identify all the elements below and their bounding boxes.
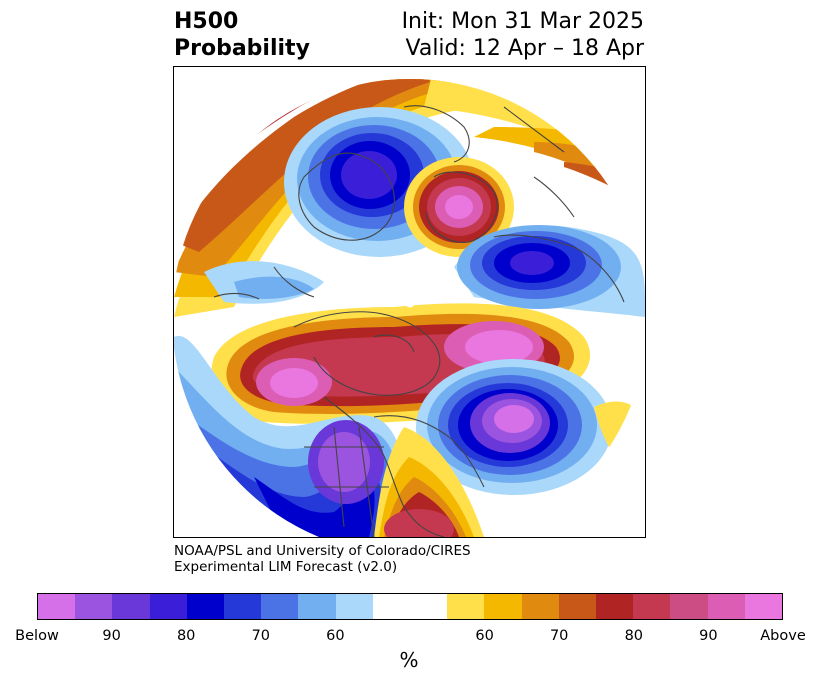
- colorbar-label: %: [399, 648, 419, 672]
- colorbar-cell: [484, 594, 522, 619]
- colorbar-tick-label: 80: [176, 628, 196, 644]
- colorbar-cell: [633, 594, 671, 619]
- colorbar-cell: [112, 594, 150, 619]
- init-date: Init: Mon 31 Mar 2025: [401, 9, 644, 34]
- colorbar-cell: [224, 594, 262, 619]
- forecast-dates: Init: Mon 31 Mar 2025 Valid: 12 Apr – 18…: [402, 8, 644, 62]
- colorbar-cell: [186, 594, 225, 619]
- valid-range: Valid: 12 Apr – 18 Apr: [405, 36, 645, 61]
- colorbar: [37, 593, 783, 620]
- colorbar-cell: [149, 594, 187, 619]
- colorbar-tick-label: 70: [251, 628, 271, 644]
- colorbar-cell: [38, 594, 76, 619]
- colorbar-cell: [75, 594, 113, 619]
- colorbar-cell: [558, 594, 597, 619]
- polar-map: [173, 66, 646, 538]
- colorbar-tick-label: 60: [326, 628, 345, 644]
- colorbar-cell: [447, 594, 485, 619]
- colorbar-cell: [410, 594, 448, 619]
- colorbar-tick-label: 90: [699, 628, 718, 644]
- pole-marker: [405, 298, 415, 308]
- anomaly-below-atlantic: [416, 359, 612, 495]
- colorbar-tick-label: 60: [475, 628, 494, 644]
- colorbar-cell: [335, 594, 373, 619]
- colorbar-tick-label: Below: [15, 628, 59, 644]
- colorbar-tick-label: Above: [760, 628, 806, 644]
- probability-field: [174, 79, 645, 537]
- colorbar-cell: [298, 594, 336, 619]
- title-variable: H500: [174, 9, 239, 34]
- colorbar-cell: [596, 594, 634, 619]
- colorbar-cell: [261, 594, 299, 619]
- colorbar-cell: [707, 594, 745, 619]
- credit-text: NOAA/PSL and University of Colorado/CIRE…: [174, 543, 471, 575]
- colorbar-cell: [670, 594, 708, 619]
- credit-line-2: Experimental LIM Forecast (v2.0): [174, 559, 398, 575]
- colorbar-cell: [744, 594, 783, 619]
- map-title: H500 Probability: [174, 8, 310, 62]
- colorbar-tick-label: 80: [624, 628, 644, 644]
- colorbar-cell: [372, 594, 411, 619]
- colorbar-cell: [521, 594, 559, 619]
- anomaly-above-southeast: [374, 427, 484, 537]
- credit-line-1: NOAA/PSL and University of Colorado/CIRE…: [174, 543, 471, 559]
- colorbar-tick-label: 90: [102, 628, 121, 644]
- anomaly-below-siberia: [454, 225, 645, 317]
- colorbar-tick-label: 70: [549, 628, 569, 644]
- title-quantity: Probability: [174, 36, 310, 61]
